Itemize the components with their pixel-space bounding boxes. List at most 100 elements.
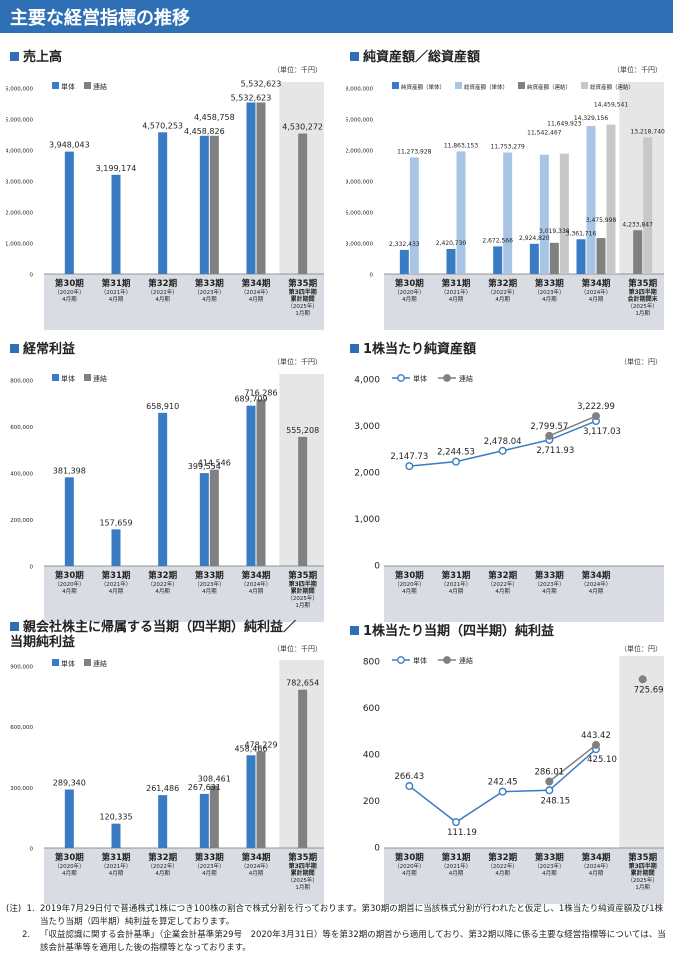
- bar: [256, 399, 266, 566]
- bar: [503, 152, 513, 274]
- legend-marker: [397, 374, 405, 382]
- x-tick-sublabel: （2025年）: [627, 876, 658, 884]
- chart-panel-bps: 1株当たり純資産額 （単位：円） 単体 連結 0 1,000 2,000 3,000 4,0…: [346, 338, 668, 624]
- data-point: [498, 446, 507, 455]
- bar: [456, 151, 466, 274]
- page-title: 主要な経営指標の推移: [10, 8, 190, 29]
- bar: [158, 795, 168, 848]
- bar: [399, 249, 409, 274]
- category-axis-band: [384, 848, 664, 904]
- x-tick-sublabel: （2022年）: [147, 288, 178, 296]
- data-label: 11,542,467: [527, 130, 562, 137]
- x-tick-label: 第32期: [488, 278, 517, 289]
- bar: [633, 230, 643, 274]
- chart-title-text: 1株当たり純資産額: [363, 342, 477, 357]
- chart-title-text: 経常利益: [23, 342, 76, 357]
- title-marker: [350, 52, 359, 61]
- y-tick-label: 400: [363, 751, 380, 761]
- legend-label: 単体: [61, 374, 75, 383]
- x-tick-sublabel: （2023年）: [534, 288, 565, 296]
- x-tick-sublabel: 4月期: [202, 588, 217, 595]
- x-tick-sublabel: 4月期: [62, 296, 77, 303]
- legend-swatch: [518, 82, 525, 89]
- data-label: 261,486: [146, 784, 179, 793]
- x-tick-sublabel: 4月期: [155, 870, 170, 877]
- chart-panel-eps: 1株当たり当期（四半期）純利益 （単位：円） 単体 連結 0 200 400 600 800…: [346, 620, 668, 906]
- data-label: 381,398: [53, 466, 86, 475]
- data-label: 443.42: [581, 731, 611, 741]
- data-label: 286.01: [534, 768, 564, 778]
- y-tick-label: 0: [370, 273, 374, 279]
- x-tick-sublabel: 4月期: [155, 588, 170, 595]
- data-point: [405, 462, 414, 471]
- bar: [643, 137, 653, 274]
- x-tick-label: 第34期: [242, 852, 271, 863]
- x-tick-label: 第32期: [148, 570, 177, 581]
- data-label: 3,361,716: [566, 230, 597, 237]
- x-tick-sublabel: （2025年）: [627, 302, 658, 310]
- unit-label: （単位：千円）: [273, 66, 322, 74]
- chart-title: 経常利益: [10, 338, 75, 357]
- x-tick-label: 第35期: [628, 852, 657, 863]
- title-marker: [350, 344, 359, 353]
- data-label: 111.19: [447, 828, 477, 838]
- bar: [199, 473, 209, 566]
- x-tick-sublabel: （2025年）: [287, 302, 318, 310]
- title-marker: [10, 344, 19, 353]
- x-tick-sublabel: 4月期: [402, 870, 417, 877]
- data-point: [545, 786, 554, 795]
- legend-swatch: [455, 82, 462, 89]
- x-tick-sublabel: （2025年）: [287, 594, 318, 602]
- y-tick-label: 800: [363, 658, 380, 668]
- data-label: 2,799.57: [530, 422, 568, 432]
- bar: [298, 133, 308, 274]
- footnote-text: 2019年7月29日付で普通株式1株につき100株の割合で株式分割を行っておりま…: [40, 904, 664, 927]
- x-tick-label: 第31期: [442, 570, 471, 581]
- legend-label: 総資産額（単体）: [464, 83, 508, 91]
- legend-swatch: [581, 82, 588, 89]
- x-tick-label: 第31期: [102, 852, 131, 863]
- data-label: 266.43: [394, 772, 424, 782]
- footnote-2: 2. 「収益認識に関する会計基準」（企業会計基準第29号 2020年3月31日）…: [6, 929, 670, 955]
- data-point: [498, 787, 507, 796]
- x-tick-sublabel: （2024年）: [581, 580, 612, 588]
- data-label: 2,420,730: [436, 240, 467, 247]
- x-tick-sublabel: （2023年）: [534, 580, 565, 588]
- y-tick-label: 600: [363, 704, 380, 714]
- x-tick-sublabel: 4月期: [542, 588, 557, 595]
- x-tick-label: 第30期: [55, 278, 84, 289]
- legend-label: 連結: [93, 374, 107, 383]
- x-tick-sublabel: 4月期: [589, 296, 604, 303]
- bar: [493, 246, 503, 274]
- x-tick-sublabel: 4月期: [109, 870, 124, 877]
- x-tick-label: 第30期: [395, 570, 424, 581]
- chart-title: 純資産額／総資産額: [350, 46, 480, 65]
- bar: [209, 135, 219, 274]
- data-label: 782,654: [286, 679, 319, 688]
- x-tick-sublabel: 4月期: [155, 296, 170, 303]
- data-label: 725.69: [634, 685, 664, 695]
- x-tick-sublabel: （2020年）: [394, 862, 425, 870]
- y-tick-label: 4,000,000: [6, 149, 33, 155]
- title-marker: [10, 622, 19, 631]
- legend-marker: [443, 374, 451, 382]
- x-tick-sublabel: （2023年）: [194, 288, 225, 296]
- y-tick-label: 18,000,000: [346, 87, 373, 93]
- bar: [158, 412, 168, 566]
- unit-label: （単位：千円）: [613, 66, 662, 74]
- x-tick-label: 第35期: [628, 278, 657, 289]
- data-label: 4,233,847: [622, 221, 653, 228]
- legend-label: 単体: [413, 374, 427, 383]
- y-tick-label: 900,000: [10, 665, 33, 671]
- x-tick-sublabel: 4月期: [402, 296, 417, 303]
- title-marker: [350, 626, 359, 635]
- x-tick-sublabel: （2024年）: [241, 862, 272, 870]
- data-label: 11,649,923: [547, 121, 582, 128]
- category-axis-band: [44, 848, 324, 904]
- bar: [596, 238, 606, 274]
- data-point: [451, 457, 460, 466]
- x-tick-sublabel: 1月期: [635, 310, 650, 317]
- x-tick-label: 第30期: [395, 278, 424, 289]
- x-tick-sublabel: 4月期: [495, 870, 510, 877]
- title-marker: [10, 52, 19, 61]
